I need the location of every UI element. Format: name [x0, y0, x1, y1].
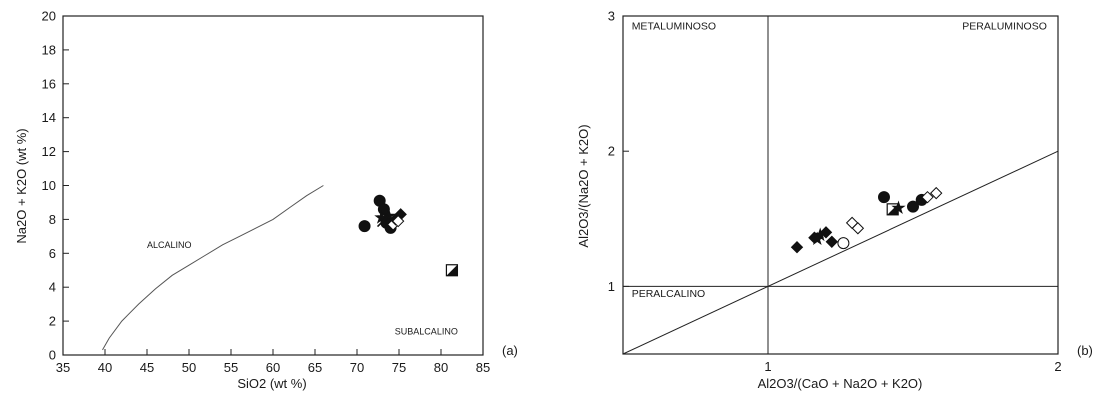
- data-point-b-12-shape: [810, 231, 825, 246]
- plot-frame-a: [62, 15, 484, 356]
- data-point-b-13: [825, 235, 839, 248]
- field-label-b-0: METALUMINOSO: [632, 21, 716, 33]
- data-point-a-11-shape: [391, 214, 405, 228]
- data-point-a-12-fill: [446, 264, 458, 276]
- data-point-b-5: [921, 190, 934, 204]
- y-axis-label-b: Al2O3/(Na2O + K2O): [576, 124, 591, 247]
- y-tick-label-b-2: 3: [608, 9, 615, 24]
- data-point-b-6-shape: [929, 186, 943, 200]
- y-tick-label-a-2: 4: [49, 280, 56, 295]
- x-tick-label-a-8: 75: [392, 360, 406, 375]
- data-point-a-11: [391, 214, 405, 228]
- data-points-a: [358, 194, 459, 277]
- x-tick-label-a-3: 50: [182, 360, 196, 375]
- x-tick-label-a-2: 45: [140, 360, 154, 375]
- x-tick-label-a-10: 85: [476, 360, 490, 375]
- data-point-a-7-shape: [376, 215, 390, 228]
- boundary-lines-a: [102, 185, 324, 351]
- y-axis-label-a: Na2O + K2O (wt %): [14, 128, 29, 243]
- field-label-b-1: PERALUMINOSO: [962, 21, 1047, 33]
- field-labels-a: ALCALINO SUBALCALINO: [147, 240, 458, 336]
- ticks-b: 1 2 1 2 3: [608, 9, 1062, 375]
- boundary-lines-b: [622, 16, 1059, 355]
- data-point-b-4-shape: [891, 200, 906, 214]
- data-point-b-8: [851, 222, 865, 235]
- panel-label-b: (b): [1077, 343, 1093, 358]
- y-tick-label-a-8: 16: [42, 76, 56, 91]
- data-point-b-0-shape: [878, 191, 890, 204]
- y-tick-label-a-7: 14: [42, 110, 56, 125]
- y-tick-label-a-0: 0: [49, 348, 56, 363]
- x-tick-label-a-6: 65: [308, 360, 322, 375]
- data-point-b-1: [907, 200, 919, 213]
- ticks-a: 35 40 45 50 55 60 65 70 75 80 85 0 2 4 6 8 10 12 14 16 18 20: [42, 9, 491, 376]
- data-point-a-5-shape: [381, 208, 397, 223]
- y-tick-label-a-5: 10: [42, 178, 56, 193]
- alkaline-subalkaline-boundary: [102, 185, 324, 351]
- data-point-a-5: [381, 208, 397, 223]
- y-tick-label-b-0: 1: [608, 279, 615, 294]
- data-point-a-0: [358, 220, 371, 233]
- chart-panel-b: 1 2 1 2 3 METALUMINOSO PERALUMINOSO PERALCALIN…: [576, 9, 1093, 392]
- y-tick-label-a-1: 2: [49, 314, 56, 329]
- data-point-b-5-shape: [921, 190, 934, 204]
- x-tick-label-a-0: 35: [56, 360, 70, 375]
- y-tick-label-a-6: 12: [42, 144, 56, 159]
- x-tick-label-a-4: 55: [224, 360, 238, 375]
- plot-frame-b: [622, 15, 1059, 355]
- field-labels-b: METALUMINOSO PERALUMINOSO PERALCALINO: [632, 21, 1047, 301]
- x-tick-label-a-9: 80: [434, 360, 448, 375]
- field-label-a-1: SUBALCALINO: [395, 327, 458, 337]
- data-point-b-14: [837, 237, 850, 250]
- x-axis-label-b: Al2O3/(CaO + Na2O + K2O): [758, 376, 923, 391]
- data-point-b-13-shape: [825, 235, 839, 248]
- field-label-b-2: PERALCALINO: [632, 288, 706, 300]
- data-point-a-7: [376, 215, 390, 228]
- data-point-b-6: [929, 186, 943, 200]
- y-tick-label-a-9: 18: [42, 42, 56, 57]
- data-point-b-15-shape: [790, 240, 804, 254]
- y-tick-label-a-4: 8: [49, 212, 56, 227]
- data-point-b-14-shape: [837, 237, 850, 250]
- data-point-a-12: [445, 264, 459, 277]
- x-tick-label-b-1: 2: [1054, 359, 1061, 374]
- data-point-b-8-shape: [851, 222, 865, 235]
- field-label-a-0: ALCALINO: [147, 240, 192, 250]
- data-point-b-4: [891, 200, 906, 214]
- data-point-b-1-shape: [907, 200, 919, 213]
- x-axis-label-a: SiO2 (wt %): [237, 376, 306, 391]
- y-tick-label-b-1: 2: [608, 144, 615, 159]
- x-tick-label-a-1: 40: [98, 360, 112, 375]
- y-tick-label-a-10: 20: [42, 9, 56, 24]
- data-point-b-12: [810, 231, 825, 246]
- chart-panel-a: 35 40 45 50 55 60 65 70 75 80 8502468101214161820 …: [14, 9, 518, 392]
- x-tick-label-a-7: 70: [350, 360, 364, 375]
- data-point-b-0: [878, 191, 890, 204]
- panel-label-a: (a): [502, 343, 518, 358]
- y-tick-label-a-3: 6: [49, 246, 56, 261]
- diagonal-line-b: [622, 150, 1059, 355]
- x-tick-label-b-0: 1: [764, 359, 771, 374]
- data-points-b: [790, 186, 943, 254]
- data-point-a-0-shape: [358, 220, 371, 233]
- x-tick-label-a-5: 60: [266, 360, 280, 375]
- data-point-b-15: [790, 240, 804, 254]
